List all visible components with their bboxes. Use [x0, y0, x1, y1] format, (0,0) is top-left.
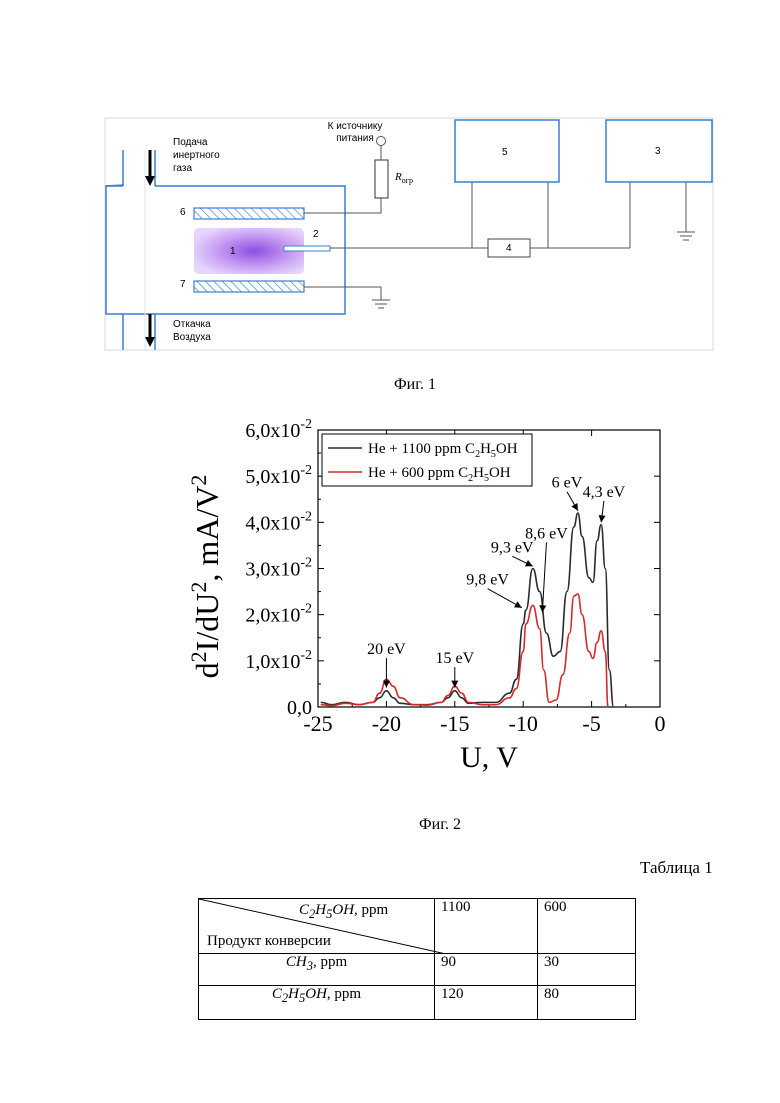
- table-cell: 30: [538, 954, 636, 986]
- peak-arrowhead: [451, 681, 458, 688]
- y-tick-label: 6,0x10-2: [245, 417, 312, 442]
- header-top-label: C2H5OH, ppm: [299, 902, 388, 922]
- label-2: 2: [313, 229, 319, 240]
- row-label-c2h5oh: C2H5OH, ppm: [199, 986, 435, 1020]
- peak-label: 15 eV: [435, 650, 474, 667]
- x-tick-label: -20: [372, 711, 401, 736]
- label-4: 4: [506, 243, 512, 254]
- table-cell: 90: [435, 954, 538, 986]
- label-3: 3: [655, 146, 661, 157]
- header-bottom-label: Продукт конверсии: [207, 933, 331, 950]
- figure-1-caption: Фиг. 1: [365, 376, 465, 394]
- figure-2-caption: Фиг. 2: [390, 816, 490, 834]
- probe-2: [284, 246, 330, 251]
- peak-arrowhead: [599, 515, 606, 522]
- peak-arrowhead: [539, 605, 546, 612]
- label-5: 5: [502, 147, 508, 158]
- gas-out-label: Откачка Воздуха: [173, 318, 211, 344]
- peak-label: 9,8 eV: [466, 572, 509, 589]
- series-line-0: [321, 513, 614, 707]
- table-row: CH3, ppm 90 30: [199, 954, 636, 986]
- x-tick-label: -5: [582, 711, 600, 736]
- x-axis-label: U, V: [460, 741, 518, 774]
- y-tick-label: 5,0x10-2: [245, 463, 312, 488]
- label-7: 7: [180, 279, 186, 290]
- table-cell: 80: [538, 986, 636, 1020]
- resistor-subscript: огр: [402, 176, 413, 185]
- table-header-row: C2H5OH, ppm Продукт конверсии 1100 600: [199, 899, 636, 954]
- table-row: C2H5OH, ppm 120 80: [199, 986, 636, 1020]
- peak-label: 6 eV: [552, 475, 583, 492]
- conversion-table: C2H5OH, ppm Продукт конверсии 1100 600 C…: [198, 898, 636, 1020]
- figure-1-schematic: [0, 0, 780, 360]
- peak-label: 8,6 eV: [525, 525, 568, 542]
- row-label-ch3: CH3, ppm: [199, 954, 435, 986]
- gas-in-label: Подача инертного газа: [173, 136, 220, 175]
- column-header-1100: 1100: [435, 899, 538, 954]
- power-label: К источнику питания: [325, 121, 385, 145]
- peak-arrow: [542, 542, 546, 612]
- y-tick-label: 4,0x10-2: [245, 509, 312, 534]
- electrode-6: [194, 208, 304, 219]
- resistor-symbol: R: [395, 171, 402, 183]
- x-tick-label: 0: [655, 711, 666, 736]
- figure-2-chart: -25-20-15-10-500,01,0x10-22,0x10-23,0x10…: [0, 400, 780, 780]
- header-diagonal-cell: C2H5OH, ppm Продукт конверсии: [199, 899, 435, 954]
- y-tick-label: 1,0x10-2: [245, 648, 312, 673]
- y-tick-label: 3,0x10-2: [245, 556, 312, 581]
- table-cell: 120: [435, 986, 538, 1020]
- x-tick-label: -15: [440, 711, 469, 736]
- table-1-title: Таблица 1: [640, 858, 713, 878]
- peak-label: 4,3 eV: [583, 484, 626, 501]
- x-tick-label: -10: [509, 711, 538, 736]
- label-6: 6: [180, 207, 186, 218]
- column-header-600: 600: [538, 899, 636, 954]
- label-1: 1: [230, 246, 236, 257]
- resistor-label: Rогр: [395, 171, 413, 185]
- y-axis-label: d2I/dU2, mA/V2: [186, 475, 225, 679]
- electrode-7: [194, 281, 304, 292]
- y-tick-label: 0,0: [287, 697, 312, 719]
- peak-label: 20 eV: [367, 641, 406, 658]
- y-tick-label: 2,0x10-2: [245, 602, 312, 627]
